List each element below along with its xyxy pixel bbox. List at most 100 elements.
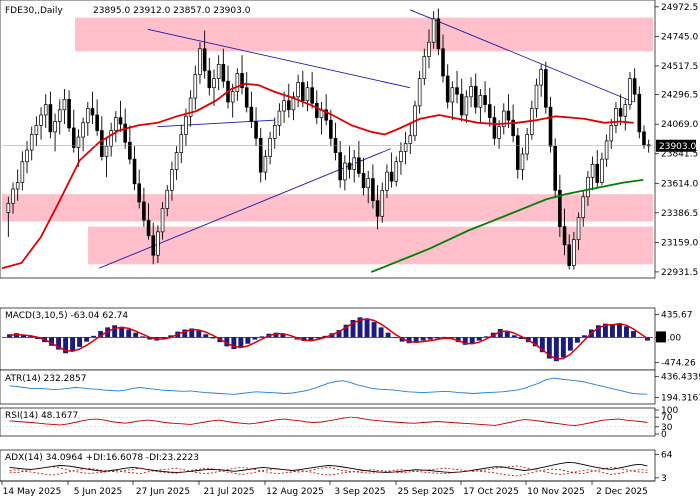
atr-axis: 436.4339 194.3161	[655, 373, 700, 403]
candle-body	[399, 150, 403, 163]
candle-body	[586, 176, 590, 198]
date-axis: 14 May 2025 5 Jun 2025 27 Jun 2025 21 Jul 2…	[0, 480, 655, 497]
macd-bar	[84, 337, 90, 342]
macd-bar	[91, 335, 97, 338]
price-tick-label: 23159.0	[661, 238, 698, 248]
adx-axis: 64 3	[655, 450, 673, 484]
candle-body	[455, 87, 459, 95]
candle-body	[207, 70, 212, 89]
macd-bar	[189, 328, 195, 338]
macd-bar	[112, 325, 118, 338]
candle-body	[417, 78, 422, 107]
adx-panel: ADX(14) 34.0964 +DI:16.6078 -DI:23.2223	[0, 449, 656, 482]
macd-bar	[483, 336, 489, 338]
candle-body	[464, 96, 469, 116]
candle-body	[81, 122, 85, 138]
rsi-tick-label: 70	[661, 413, 673, 423]
candle-body	[137, 183, 142, 203]
candle-body	[595, 163, 600, 183]
macd-bar	[98, 331, 104, 338]
macd-bar	[245, 337, 251, 344]
candle-body	[394, 161, 399, 182]
macd-bar	[49, 337, 55, 346]
candle-body	[305, 87, 310, 102]
date-tick-label: 25 Sep 2025	[397, 487, 454, 497]
candle-body	[43, 104, 48, 116]
candle-body	[114, 117, 118, 131]
macd-bar	[119, 326, 125, 338]
macd-bar	[343, 324, 349, 338]
candle-body	[151, 235, 156, 256]
price-tick-label: 24745.0	[661, 32, 698, 42]
macd-bar	[357, 317, 363, 338]
candle-body	[184, 115, 188, 135]
macd-bar	[399, 337, 405, 342]
macd-bar	[371, 322, 377, 338]
macd-bar	[631, 331, 636, 338]
macd-bar	[273, 332, 279, 338]
macd-bar	[462, 337, 468, 345]
price-tick-label: 24296.5	[661, 91, 698, 101]
adx-tick-label: 3	[661, 474, 667, 484]
candle-body	[179, 134, 184, 153]
candle-body	[343, 162, 347, 181]
candle-body	[104, 145, 109, 157]
candle-body	[244, 87, 249, 108]
candle-body	[562, 226, 567, 246]
candle-body	[202, 48, 207, 72]
candle-body	[100, 130, 104, 157]
candle-body	[221, 63, 226, 82]
candle-body	[315, 102, 319, 118]
candle-body	[436, 18, 441, 50]
candle-body	[34, 125, 39, 135]
candle-body	[520, 153, 525, 170]
macd-bar	[616, 323, 622, 338]
macd-bar	[469, 337, 475, 344]
atr-tick-label: 436.4339	[661, 373, 700, 383]
macd-zero-box	[656, 331, 666, 343]
price-panel: FDE30,,Daily 23895.0 23912.0 23857.0 239…	[0, 0, 656, 279]
candle-body	[352, 157, 357, 170]
macd-bar	[427, 337, 433, 340]
candle-body	[123, 123, 127, 143]
candle-body	[258, 138, 263, 173]
macd-bar	[126, 329, 132, 338]
candle-body	[53, 121, 57, 133]
macd-bar	[595, 325, 601, 338]
candle-body	[618, 108, 623, 117]
candle-body	[441, 48, 445, 77]
candle-body	[170, 169, 174, 191]
macd-bar	[140, 336, 146, 338]
candle-body	[450, 87, 455, 103]
macd-bar	[70, 337, 76, 351]
candle-body	[501, 110, 506, 128]
price-axis: 24972.5 24745.0 24517.5 24296.5 24069.0 23841…	[655, 3, 698, 278]
macd-bar	[511, 335, 517, 338]
candle-body	[333, 138, 338, 153]
trendline	[409, 9, 634, 103]
candle-body	[572, 239, 576, 266]
adx-line	[9, 461, 648, 473]
candle-body	[29, 134, 34, 151]
price-tick-label: 24972.5	[661, 3, 698, 13]
candle-body	[637, 93, 642, 133]
candle-body	[483, 95, 487, 105]
last-price-label: 23903.0	[659, 142, 696, 152]
candle-body	[389, 171, 394, 182]
candle-body	[604, 140, 609, 160]
candle-body	[71, 127, 76, 148]
macd-bar	[238, 337, 244, 348]
candle-body	[165, 189, 170, 209]
candle-body	[385, 171, 389, 191]
candle-body	[478, 95, 483, 108]
candle-body	[132, 158, 137, 185]
candle-body	[375, 200, 380, 217]
macd-bar	[476, 337, 482, 341]
candle-body	[609, 125, 614, 142]
zone-band	[75, 17, 653, 52]
last-price-box: 23903.0	[656, 139, 696, 152]
candle-body	[282, 100, 286, 112]
candle-body	[628, 78, 632, 105]
rsi-panel: RSI(14) 48.1677	[0, 407, 656, 437]
candle-body	[20, 161, 25, 183]
